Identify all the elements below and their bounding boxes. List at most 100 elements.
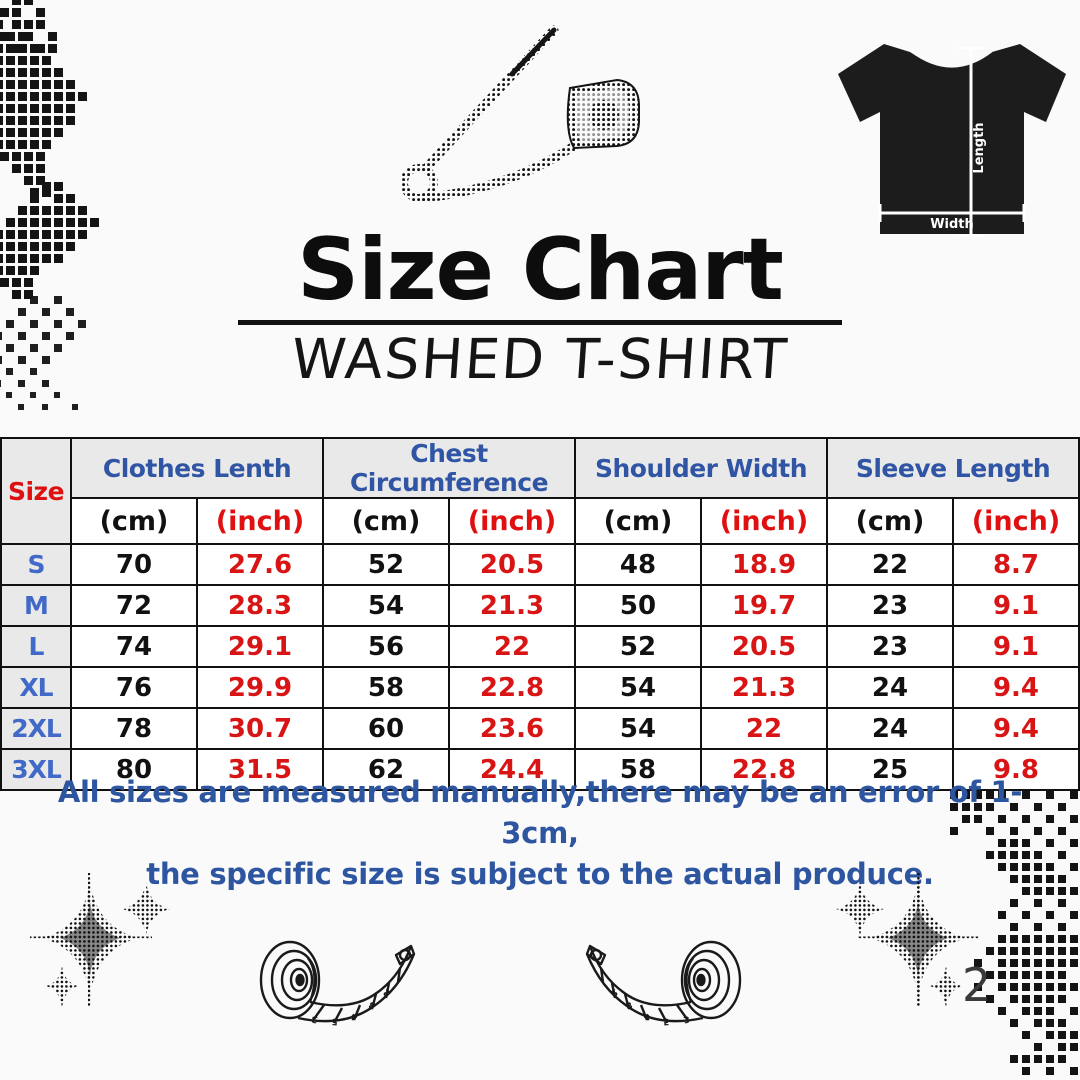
table-unit-chest-circumference-inch: (inch) — [448, 497, 576, 545]
svg-text:5: 5 — [663, 1016, 670, 1026]
page-subtitle: WASHED T-SHIRT — [289, 327, 791, 392]
cell-shoulder-width-inch: 20.5 — [700, 625, 828, 668]
cell-chest-circumference-inch: 23.6 — [448, 707, 576, 750]
cell-chest-circumference-inch: 24.4 — [448, 748, 576, 791]
table-row: M 72 28.3 54 21.3 50 19.7 23 9.1 — [0, 584, 1080, 627]
table-row: S 70 27.6 52 20.5 48 18.9 22 8.7 — [0, 543, 1080, 586]
svg-text:4: 4 — [642, 1010, 651, 1021]
size-label: L — [0, 625, 72, 668]
table-unit-clothes-lenth-inch: (inch) — [196, 497, 324, 545]
table-group-header-row: Size Clothes Lenth Chest Circumference S… — [0, 437, 1080, 545]
table-unit-shoulder-width-cm: (cm) — [574, 497, 702, 545]
size-table: Size Clothes Lenth Chest Circumference S… — [0, 437, 1080, 791]
svg-text:3: 3 — [683, 1013, 691, 1024]
svg-text:3: 3 — [624, 999, 634, 1011]
cell-sleeve-length-inch: 9.4 — [952, 666, 1080, 709]
size-table-container: Size Clothes Lenth Chest Circumference S… — [0, 437, 1080, 791]
cell-sleeve-length-cm: 23 — [826, 625, 954, 668]
cell-shoulder-width-cm: 50 — [574, 584, 702, 627]
title-block: Size Chart WASHED T-SHIRT — [0, 220, 1080, 392]
table-unit-sleeve-length-inch: (inch) — [952, 497, 1080, 545]
cell-shoulder-width-inch: 22.8 — [700, 748, 828, 791]
svg-text:4: 4 — [350, 1010, 359, 1021]
svg-text:3: 3 — [367, 999, 377, 1011]
cell-clothes-lenth-inch: 29.9 — [196, 666, 324, 709]
cell-clothes-lenth-cm: 74 — [70, 625, 198, 668]
size-label: S — [0, 543, 72, 586]
cell-sleeve-length-cm: 24 — [826, 707, 954, 750]
table-unit-shoulder-width-inch: (inch) — [700, 497, 828, 545]
decorative-digit: 2 — [962, 958, 992, 1012]
table-unit-header-row: (cm) (inch) (cm) (inch) (cm) (inch) (cm)… — [1, 497, 1080, 545]
cell-sleeve-length-cm: 23 — [826, 584, 954, 627]
cell-sleeve-length-cm: 22 — [826, 543, 954, 586]
table-group-header-chest-circumference: Chest Circumference — [322, 437, 576, 499]
table-unit-clothes-lenth-cm: (cm) — [70, 497, 198, 545]
page-title: Size Chart — [297, 220, 784, 320]
table-group-header-sleeve-length: Sleeve Length — [826, 437, 1080, 499]
cell-chest-circumference-cm: 52 — [322, 543, 450, 586]
svg-text:2: 2 — [608, 986, 619, 998]
size-label: M — [0, 584, 72, 627]
size-label: 2XL — [0, 707, 72, 750]
cell-shoulder-width-cm: 58 — [574, 748, 702, 791]
safety-pin-icon — [392, 18, 682, 218]
cell-clothes-lenth-cm: 72 — [70, 584, 198, 627]
table-row: L 74 29.1 56 22 52 20.5 23 9.1 — [0, 625, 1080, 668]
cell-chest-circumference-inch: 21.3 — [448, 584, 576, 627]
cell-sleeve-length-inch: 9.8 — [952, 748, 1080, 791]
measuring-tape-right-icon: 3 5 4 3 2 — [568, 920, 753, 1040]
tshirt-length-label: Length — [972, 122, 987, 173]
cell-chest-circumference-cm: 56 — [322, 625, 450, 668]
cell-clothes-lenth-cm: 78 — [70, 707, 198, 750]
sparkle-star-group-left-icon — [20, 868, 190, 1018]
size-label: 3XL — [0, 748, 72, 791]
cell-clothes-lenth-cm: 70 — [70, 543, 198, 586]
sparkle-star-group-right-icon — [818, 868, 988, 1018]
cell-chest-circumference-inch: 22.8 — [448, 666, 576, 709]
cell-shoulder-width-cm: 54 — [574, 707, 702, 750]
cell-sleeve-length-inch: 9.1 — [952, 625, 1080, 668]
cell-sleeve-length-inch: 8.7 — [952, 543, 1080, 586]
svg-text:2: 2 — [382, 986, 393, 998]
table-row: 3XL 80 31.5 62 24.4 58 22.8 25 9.8 — [0, 748, 1080, 791]
cell-clothes-lenth-cm: 76 — [70, 666, 198, 709]
table-header-size: Size — [0, 437, 72, 545]
cell-clothes-lenth-inch: 27.6 — [196, 543, 324, 586]
cell-chest-circumference-cm: 62 — [322, 748, 450, 791]
cell-clothes-lenth-inch: 30.7 — [196, 707, 324, 750]
cell-clothes-lenth-cm: 80 — [70, 748, 198, 791]
size-label: XL — [0, 666, 72, 709]
cell-clothes-lenth-inch: 31.5 — [196, 748, 324, 791]
cell-clothes-lenth-inch: 29.1 — [196, 625, 324, 668]
cell-clothes-lenth-inch: 28.3 — [196, 584, 324, 627]
tshirt-measurement-diagram: Length Width — [832, 30, 1072, 260]
tshirt-width-label: Width — [930, 217, 974, 232]
disclaimer-line-1: All sizes are measured manually,there ma… — [57, 775, 1023, 851]
cell-sleeve-length-cm: 24 — [826, 666, 954, 709]
cell-shoulder-width-inch: 19.7 — [700, 584, 828, 627]
cell-sleeve-length-cm: 25 — [826, 748, 954, 791]
svg-text:3: 3 — [311, 1013, 319, 1024]
cell-chest-circumference-cm: 54 — [322, 584, 450, 627]
disclaimer-line-2: the specific size is subject to the actu… — [146, 857, 934, 892]
table-row: XL 76 29.9 58 22.8 54 21.3 24 9.4 — [0, 666, 1080, 709]
cell-shoulder-width-inch: 18.9 — [700, 543, 828, 586]
title-underline-rule — [238, 320, 842, 326]
table-group-header-shoulder-width: Shoulder Width — [574, 437, 828, 499]
cell-chest-circumference-cm: 58 — [322, 666, 450, 709]
measuring-tape-left-icon: 3 5 4 3 2 — [248, 920, 433, 1040]
cell-shoulder-width-cm: 54 — [574, 666, 702, 709]
table-unit-sleeve-length-cm: (cm) — [826, 497, 954, 545]
size-table-body: S 70 27.6 52 20.5 48 18.9 22 8.7 M 72 28… — [0, 543, 1080, 791]
cell-sleeve-length-inch: 9.1 — [952, 584, 1080, 627]
halftone-dot-pattern-left-icon — [0, 0, 144, 436]
measurement-disclaimer: All sizes are measured manually,there ma… — [0, 772, 1080, 896]
svg-text:5: 5 — [331, 1016, 338, 1026]
cell-chest-circumference-cm: 60 — [322, 707, 450, 750]
table-unit-chest-circumference-cm: (cm) — [322, 497, 450, 545]
table-group-header-clothes-lenth: Clothes Lenth — [70, 437, 324, 499]
cell-shoulder-width-cm: 52 — [574, 625, 702, 668]
cell-chest-circumference-inch: 22 — [448, 625, 576, 668]
